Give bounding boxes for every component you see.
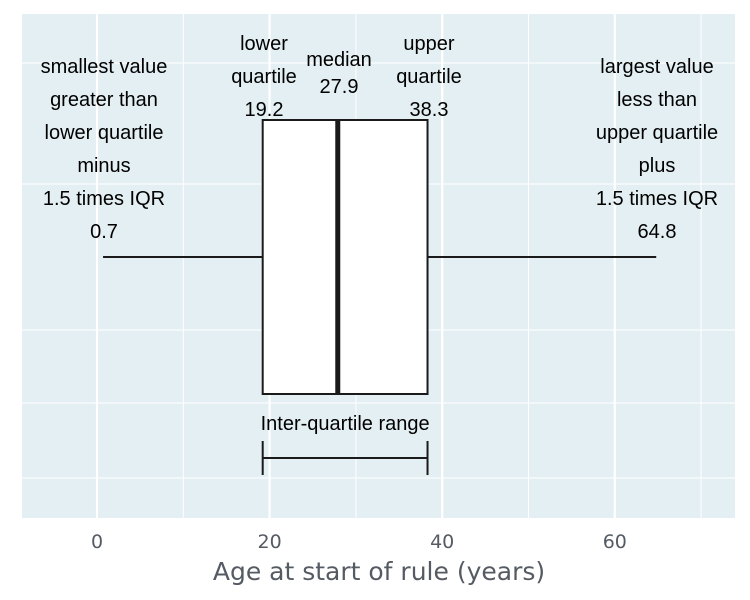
annotations: smallest value greater than lower quartile… xyxy=(41,33,719,435)
annotation-whisker-high-line: plus xyxy=(639,155,676,177)
annotation-whisker-high-line: less than xyxy=(617,89,697,111)
iqr-box xyxy=(261,119,429,395)
x-tick-label: 20 xyxy=(258,531,282,553)
annotation-median-line: median xyxy=(306,49,372,71)
x-axis-title: Age at start of rule (years) xyxy=(213,557,545,586)
annotation-whisker-low-line: greater than xyxy=(50,89,158,111)
annotation-q3-line: quartile xyxy=(396,66,462,88)
iqr-label: Inter-quartile range xyxy=(261,413,430,435)
annotation-whisker-high-line: upper quartile xyxy=(596,122,718,144)
boxplot xyxy=(103,119,657,475)
annotation-q3-line: 38.3 xyxy=(410,99,449,121)
annotation-q1-line: quartile xyxy=(231,66,297,88)
annotation-q1-line: 19.2 xyxy=(245,99,284,121)
annotation-median-line: 27.9 xyxy=(320,76,359,98)
annotation-whisker-low-line: 0.7 xyxy=(90,221,118,243)
annotation-whisker-low-line: lower quartile xyxy=(45,122,164,144)
x-tick-label: 0 xyxy=(91,531,103,553)
annotation-whisker-high-line: 1.5 times IQR xyxy=(596,188,718,210)
annotation-q3-line: upper xyxy=(403,33,454,55)
annotation-whisker-high-line: largest value xyxy=(600,56,713,78)
annotation-whisker-low-line: 1.5 times IQR xyxy=(43,188,165,210)
annotation-whisker-low-line: minus xyxy=(77,155,130,177)
x-tick-label: 60 xyxy=(603,531,627,553)
x-tick-label: 40 xyxy=(430,531,454,553)
x-axis: 0 20 40 60 xyxy=(91,531,627,553)
annotation-whisker-high-line: 64.8 xyxy=(638,221,677,243)
annotation-q1-line: lower xyxy=(240,33,288,55)
annotation-whisker-low-line: smallest value xyxy=(41,56,168,78)
